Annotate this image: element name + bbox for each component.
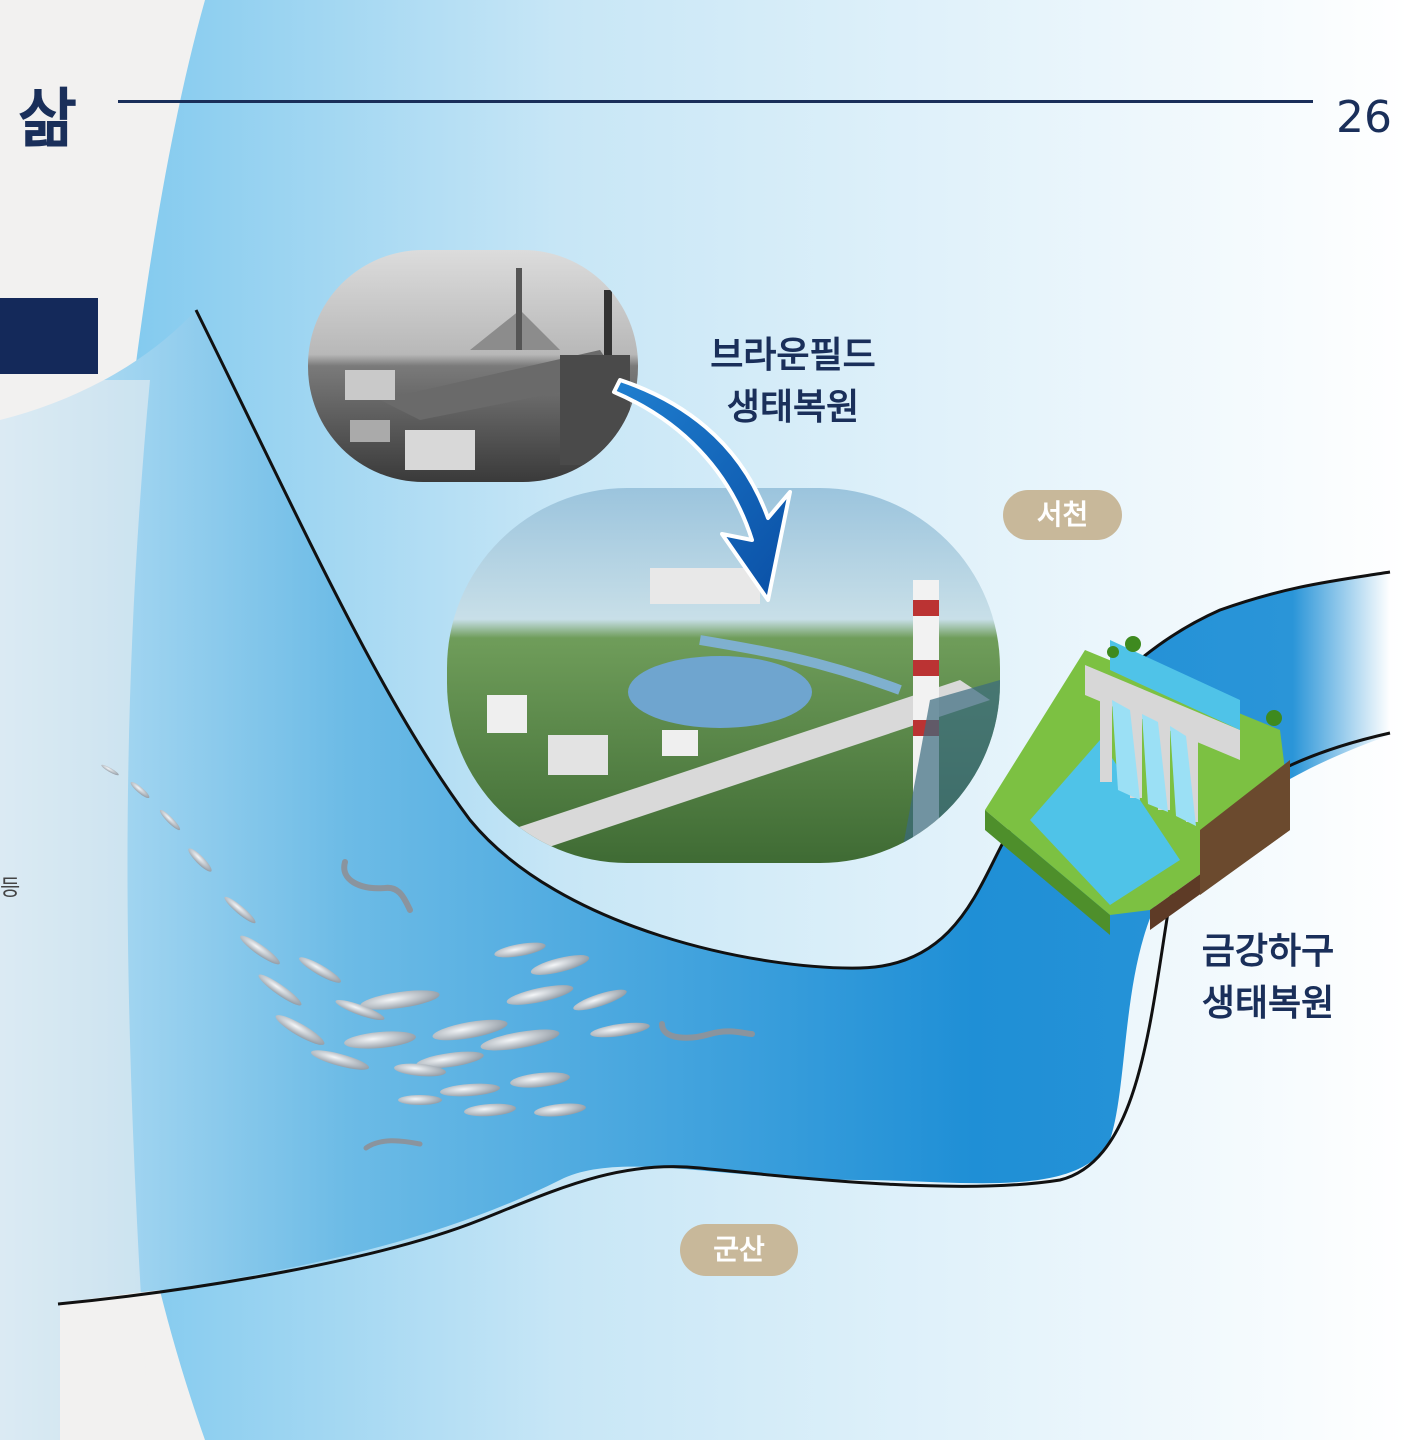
header-divider: [118, 100, 1313, 103]
section-title: 삶: [18, 83, 77, 157]
restored-park-rendering: [447, 488, 1000, 863]
place-badge-gunsan: 군산: [680, 1224, 798, 1276]
eel-2: [659, 1021, 755, 1041]
estuary-label-line1: 금강하구: [1201, 931, 1335, 972]
estuary-restoration-label: 금강하구 생태복원: [1178, 926, 1358, 1030]
fish-school: [101, 764, 650, 1117]
cutoff-body-text: 등: [0, 876, 21, 901]
estuary-dam-illustration: [985, 636, 1290, 935]
brownfield-label-line2: 생태복원: [726, 387, 860, 428]
brownfield-restoration-label: 브라운필드 생태복원: [678, 330, 908, 434]
river-bank-top: [194, 309, 1391, 970]
place-badge-seocheon: 서천: [1003, 490, 1122, 540]
old-industrial-photo: [308, 250, 638, 482]
section-marker-bar: [0, 298, 98, 374]
eel-3: [363, 1138, 423, 1151]
page-number: 26: [1336, 92, 1392, 143]
river: [0, 310, 1390, 1440]
brownfield-label-line1: 브라운필드: [710, 335, 876, 376]
estuary-label-line2: 생태복원: [1201, 983, 1335, 1024]
eel-1: [341, 859, 413, 913]
transition-arrow: [612, 378, 792, 602]
